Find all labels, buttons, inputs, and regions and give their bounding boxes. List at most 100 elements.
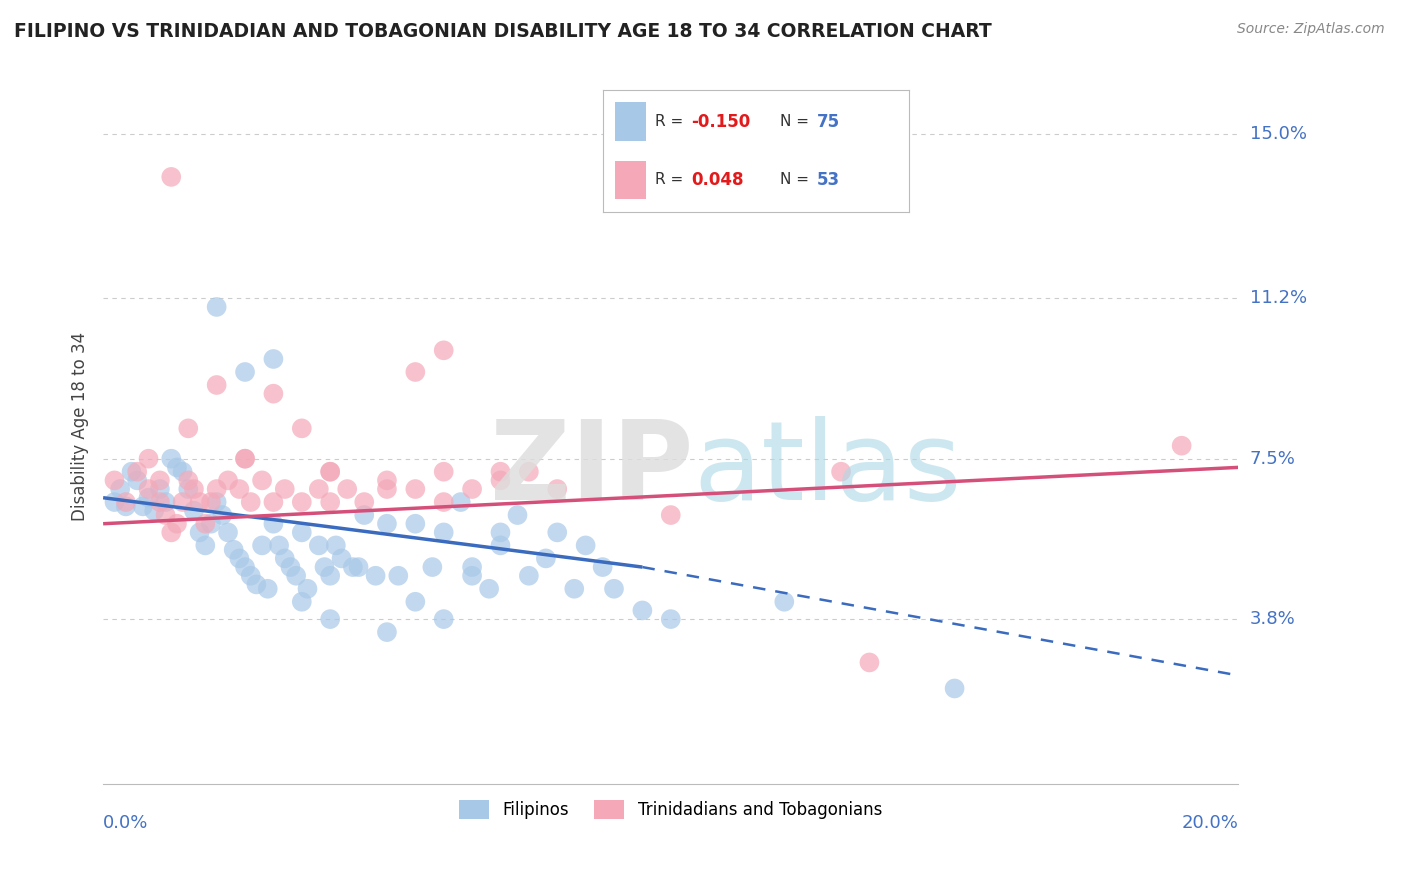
Point xyxy=(262,495,284,509)
Point xyxy=(274,482,297,496)
Text: 3.8%: 3.8% xyxy=(1250,610,1295,628)
Point xyxy=(375,625,398,640)
Point xyxy=(183,504,205,518)
Point xyxy=(319,465,342,479)
Point xyxy=(228,482,250,496)
Point xyxy=(233,451,256,466)
Point xyxy=(375,474,398,488)
Y-axis label: Disability Age 18 to 34: Disability Age 18 to 34 xyxy=(72,332,89,521)
Point xyxy=(166,460,188,475)
Point xyxy=(233,365,256,379)
Point xyxy=(217,474,239,488)
Point xyxy=(404,516,426,531)
Point xyxy=(433,612,456,626)
Point xyxy=(160,169,183,184)
Point xyxy=(534,551,557,566)
Point xyxy=(114,500,136,514)
Point xyxy=(450,495,472,509)
Text: Source: ZipAtlas.com: Source: ZipAtlas.com xyxy=(1237,22,1385,37)
Point xyxy=(314,560,336,574)
Point xyxy=(830,465,852,479)
Point xyxy=(336,482,359,496)
Point xyxy=(205,495,228,509)
Point xyxy=(433,343,456,358)
Point xyxy=(375,482,398,496)
Point xyxy=(659,612,682,626)
Point xyxy=(285,568,308,582)
Point xyxy=(245,577,267,591)
Point xyxy=(149,495,172,509)
Point xyxy=(517,568,540,582)
Point xyxy=(160,451,183,466)
Point xyxy=(177,421,200,435)
Point xyxy=(291,495,314,509)
Point xyxy=(404,365,426,379)
Point xyxy=(217,525,239,540)
Point xyxy=(160,525,183,540)
Point xyxy=(1170,439,1192,453)
Text: 7.5%: 7.5% xyxy=(1250,450,1295,467)
Point xyxy=(138,491,160,505)
Point xyxy=(342,560,364,574)
Point xyxy=(233,451,256,466)
Point xyxy=(132,500,155,514)
Point xyxy=(155,495,177,509)
Point xyxy=(262,351,284,366)
Point xyxy=(546,482,568,496)
Point xyxy=(103,474,125,488)
Point xyxy=(205,300,228,314)
Point xyxy=(183,482,205,496)
Point xyxy=(228,551,250,566)
Point xyxy=(489,538,512,552)
Point xyxy=(211,508,233,522)
Text: ZIP: ZIP xyxy=(491,416,693,523)
Point xyxy=(188,495,211,509)
Point xyxy=(155,508,177,522)
Point xyxy=(108,482,131,496)
Point xyxy=(478,582,501,596)
Point xyxy=(603,582,626,596)
Point xyxy=(222,542,245,557)
Point xyxy=(364,568,387,582)
Point xyxy=(659,508,682,522)
Point xyxy=(188,525,211,540)
Point xyxy=(250,474,273,488)
Point xyxy=(138,451,160,466)
Point xyxy=(404,595,426,609)
Point xyxy=(256,582,278,596)
Point xyxy=(433,525,456,540)
Point xyxy=(858,656,880,670)
Point xyxy=(347,560,370,574)
Point xyxy=(200,495,222,509)
Point xyxy=(269,538,291,552)
Point xyxy=(773,595,796,609)
Point xyxy=(205,378,228,392)
Point xyxy=(114,495,136,509)
Point xyxy=(127,474,149,488)
Point xyxy=(308,538,330,552)
Point xyxy=(138,482,160,496)
Point xyxy=(239,568,262,582)
Point xyxy=(194,538,217,552)
Point xyxy=(127,465,149,479)
Point xyxy=(489,525,512,540)
Point xyxy=(297,582,319,596)
Point xyxy=(325,538,347,552)
Point xyxy=(205,482,228,496)
Point xyxy=(262,516,284,531)
Point xyxy=(546,525,568,540)
Point xyxy=(172,495,194,509)
Point xyxy=(200,516,222,531)
Point xyxy=(262,386,284,401)
Point xyxy=(489,474,512,488)
Point xyxy=(291,525,314,540)
Point xyxy=(194,516,217,531)
Text: 20.0%: 20.0% xyxy=(1181,814,1239,832)
Point xyxy=(121,465,143,479)
Point xyxy=(319,612,342,626)
Point xyxy=(291,595,314,609)
Point xyxy=(250,538,273,552)
Point xyxy=(461,560,484,574)
Point xyxy=(319,495,342,509)
Point xyxy=(239,495,262,509)
